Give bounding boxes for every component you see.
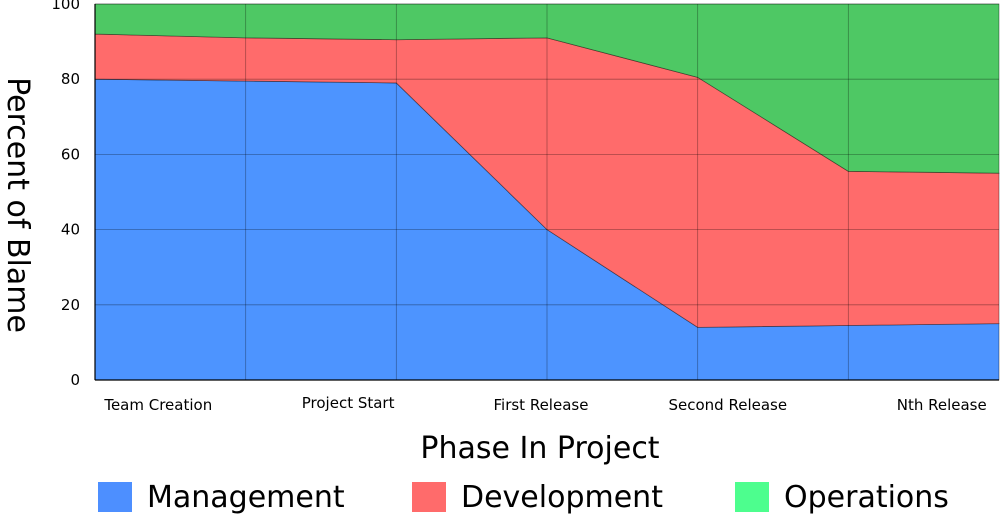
x-tick-label: Project Start — [302, 394, 395, 412]
x-axis-title: Phase In Project — [420, 431, 659, 466]
axes — [94, 4, 999, 381]
legend-swatch — [98, 482, 132, 512]
legend-label: Management — [147, 480, 345, 515]
y-tick-label: 100 — [51, 0, 80, 13]
legend-item-development: Development — [412, 480, 663, 515]
y-tick-label: 40 — [61, 221, 80, 239]
y-tick-label: 0 — [70, 371, 80, 389]
y-tick-label: 80 — [61, 70, 80, 88]
legend-item-operations: Operations — [735, 480, 949, 515]
area-layers — [94, 3, 1000, 381]
x-tick-label: Team Creation — [103, 396, 212, 414]
y-tick-labels: 0 20 40 60 80 100 — [51, 0, 80, 389]
x-tick-label: Nth Release — [897, 396, 987, 414]
legend-label: Development — [461, 480, 663, 515]
area-operations — [94, 3, 1000, 174]
x-tick-labels: Team Creation Project Start First Release S… — [103, 394, 986, 414]
y-tick-label: 60 — [61, 145, 80, 163]
x-tick-label: Second Release — [669, 396, 788, 414]
legend-swatch — [412, 482, 446, 512]
legend-item-management: Management — [98, 480, 345, 515]
legend-label: Operations — [784, 480, 949, 515]
legend: Management Development Operations — [98, 480, 949, 515]
y-axis-title: Percent of Blame — [0, 77, 35, 333]
legend-swatch — [735, 482, 769, 512]
y-tick-label: 20 — [61, 296, 80, 314]
x-tick-label: First Release — [493, 396, 588, 414]
